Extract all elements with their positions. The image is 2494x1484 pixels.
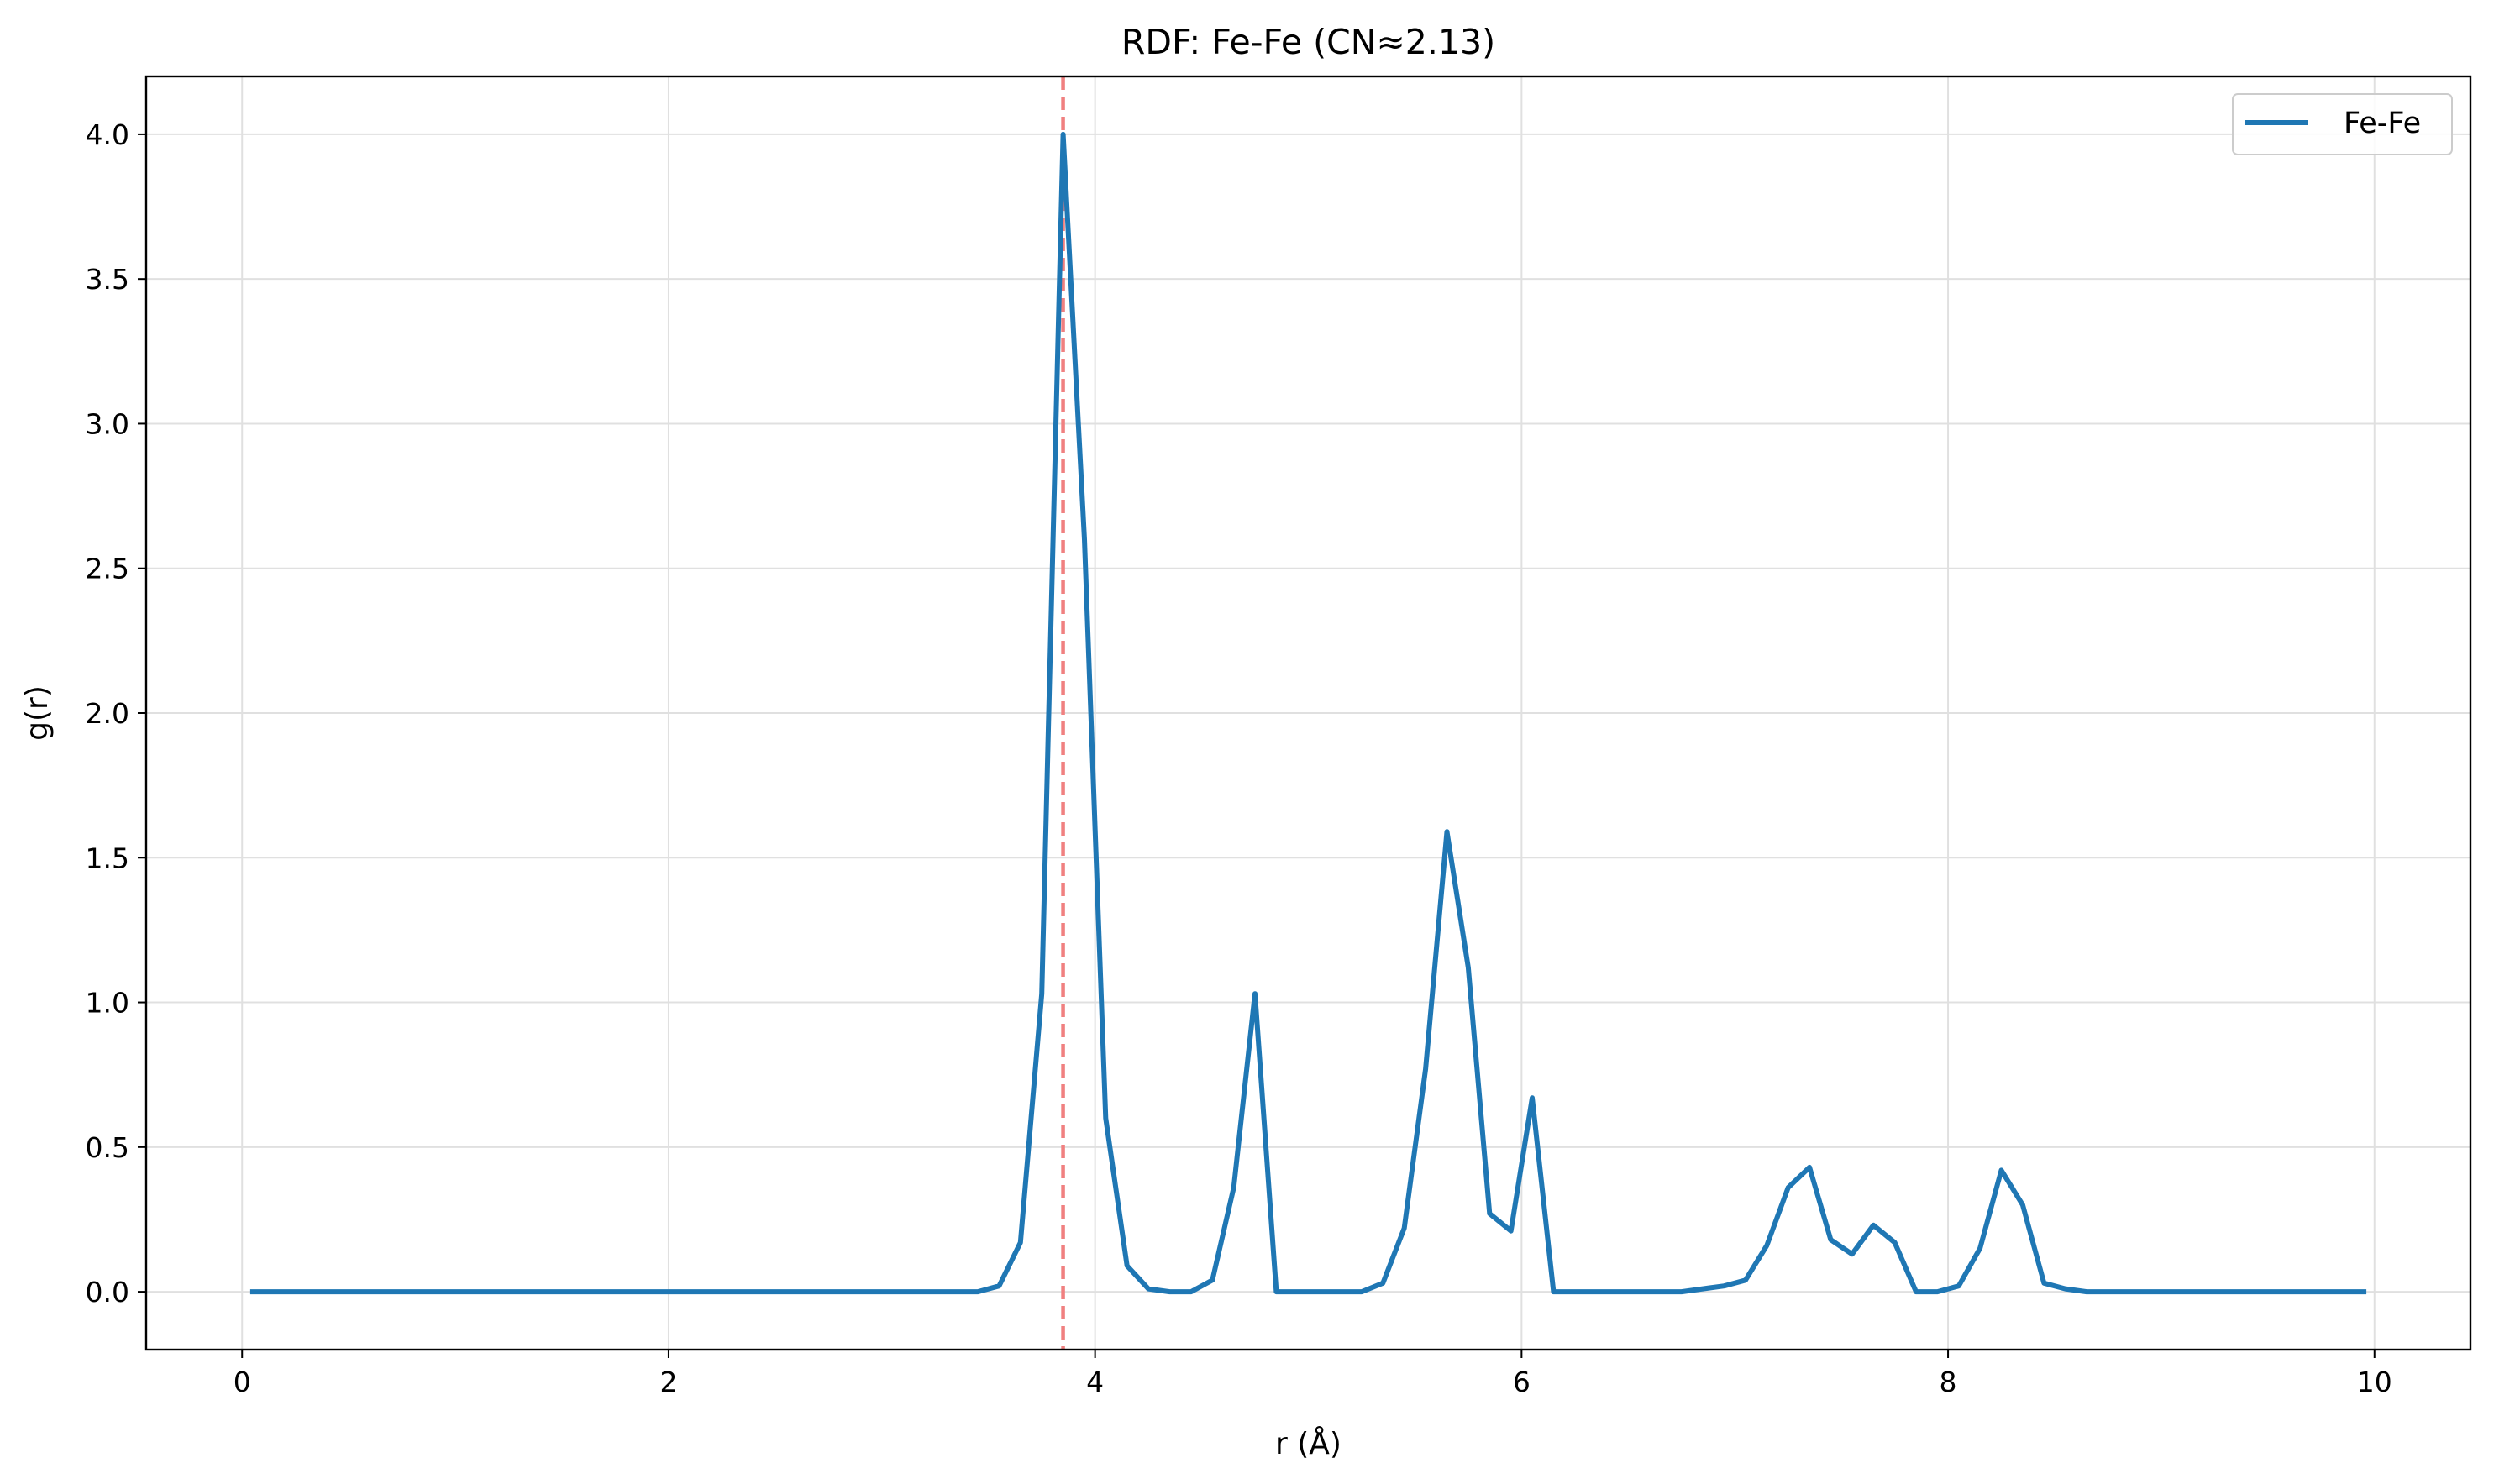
x-tick-label: 4 [1086,1366,1104,1398]
y-tick-label: 3.5 [86,263,129,296]
chart-title: RDF: Fe-Fe (CN≈2.13) [1121,22,1495,62]
y-tick-label: 0.0 [86,1276,129,1308]
y-tick-label: 1.5 [86,842,129,874]
x-tick-label: 8 [1940,1366,1957,1398]
y-tick-label: 3.0 [86,407,129,440]
y-tick-label: 4.0 [86,118,129,151]
x-tick-label: 0 [234,1366,251,1398]
series-line-fe-fe [249,131,2367,1295]
legend: Fe-Fe [2232,93,2453,155]
x-axis-ticks: 0 2 4 6 8 10 [234,1350,2392,1398]
y-tick-label: 2.5 [86,553,129,585]
x-axis-label: r (Å) [1275,1425,1342,1461]
y-tick-label: 1.0 [86,987,129,1020]
x-tick-label: 6 [1513,1366,1531,1398]
grid [146,76,2470,1350]
y-axis-label: g(r) [20,685,55,741]
x-tick-label: 2 [659,1366,677,1398]
legend-box [2232,93,2453,155]
x-tick-label: 10 [2357,1366,2392,1398]
y-axis-ticks: 0.0 0.5 1.0 1.5 2.0 2.5 3.0 3.5 4.0 [86,118,146,1308]
y-tick-label: 2.0 [86,697,129,730]
legend-label-fe-fe: Fe-Fe [2344,107,2421,140]
y-tick-label: 0.5 [86,1131,129,1164]
